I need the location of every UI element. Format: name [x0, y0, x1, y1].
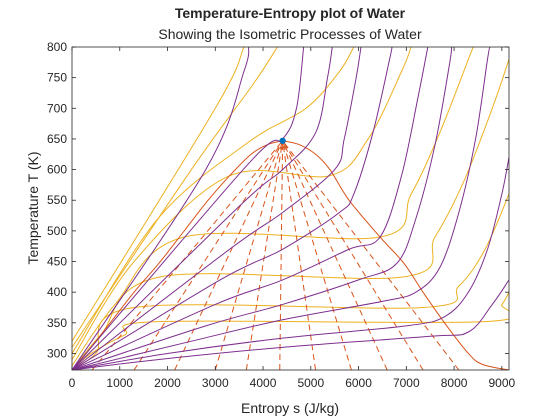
x-tick-label: 8000	[441, 376, 468, 390]
isochore-line-10	[72, 47, 250, 370]
y-tick-label: 500	[47, 224, 67, 238]
isobar-line-5	[72, 47, 412, 360]
marker-layer	[279, 137, 286, 144]
x-tick-label: 4000	[250, 376, 277, 390]
x-tick-label: 7000	[393, 376, 420, 390]
x-tick-label: 3000	[202, 376, 229, 390]
y-tick-label: 350	[47, 316, 67, 330]
y-tick-label: 550	[47, 193, 67, 207]
isobar-line-2	[72, 193, 509, 370]
isochore-line-1	[72, 279, 509, 370]
isobar-line-3	[72, 59, 509, 370]
x-tick-label: 9000	[488, 376, 515, 390]
isobar-line-4	[72, 47, 474, 366]
chart-title: Temperature-Entropy plot of Water	[175, 5, 406, 21]
y-tick-label: 700	[47, 101, 67, 115]
y-tick-label: 450	[47, 255, 67, 269]
quality-line-6	[279, 140, 284, 370]
quality-line-2	[133, 140, 284, 370]
y-axis: 300 350 400 450 500 550 600 650 700 750 800	[47, 40, 509, 360]
saturation-liquid-line	[72, 140, 283, 370]
y-tick-label: 650	[47, 132, 67, 146]
axes-box	[71, 46, 510, 371]
y-tick-label: 400	[47, 285, 67, 299]
saturation-vapor-line	[282, 140, 509, 370]
isobar-line-8	[72, 47, 245, 342]
y-tick-label: 300	[47, 346, 67, 360]
x-axis: 0 1000 2000 3000 4000 5000 6000 7000 8000 9000	[69, 47, 516, 390]
quality-line-3	[174, 140, 284, 370]
x-tick-label: 6000	[345, 376, 372, 390]
critical-point-marker	[279, 137, 286, 144]
y-tick-label: 800	[47, 40, 67, 54]
isobar-line-7	[72, 47, 278, 348]
quality-line-10	[282, 140, 424, 370]
y-tick-label: 750	[47, 71, 67, 85]
isochore-line-8	[72, 47, 333, 370]
curve-layer	[72, 47, 509, 370]
x-tick-label: 0	[69, 376, 76, 390]
y-tick-label: 600	[47, 163, 67, 177]
x-tick-label: 1000	[106, 376, 133, 390]
isochore-line-5	[72, 47, 429, 370]
isochore-line-6	[72, 47, 393, 370]
plot-area	[72, 47, 509, 370]
quality-line-7	[282, 140, 317, 370]
isochore-line-4	[72, 47, 453, 370]
isochore-line-3	[72, 47, 491, 370]
quality-line-5	[245, 140, 284, 370]
chart-subtitle: Showing the Isometric Processes of Water	[158, 26, 422, 42]
isochore-line-7	[72, 47, 362, 370]
x-tick-label: 2000	[154, 376, 181, 390]
x-tick-label: 5000	[297, 376, 324, 390]
isobar-line-6	[72, 47, 355, 354]
isochore-line-2	[72, 157, 509, 370]
isochore-line-9	[72, 47, 305, 370]
y-axis-label: Temperature T (K)	[25, 151, 41, 264]
quality-line-11	[282, 140, 460, 370]
x-axis-label: Entropy s (J/kg)	[241, 400, 339, 416]
